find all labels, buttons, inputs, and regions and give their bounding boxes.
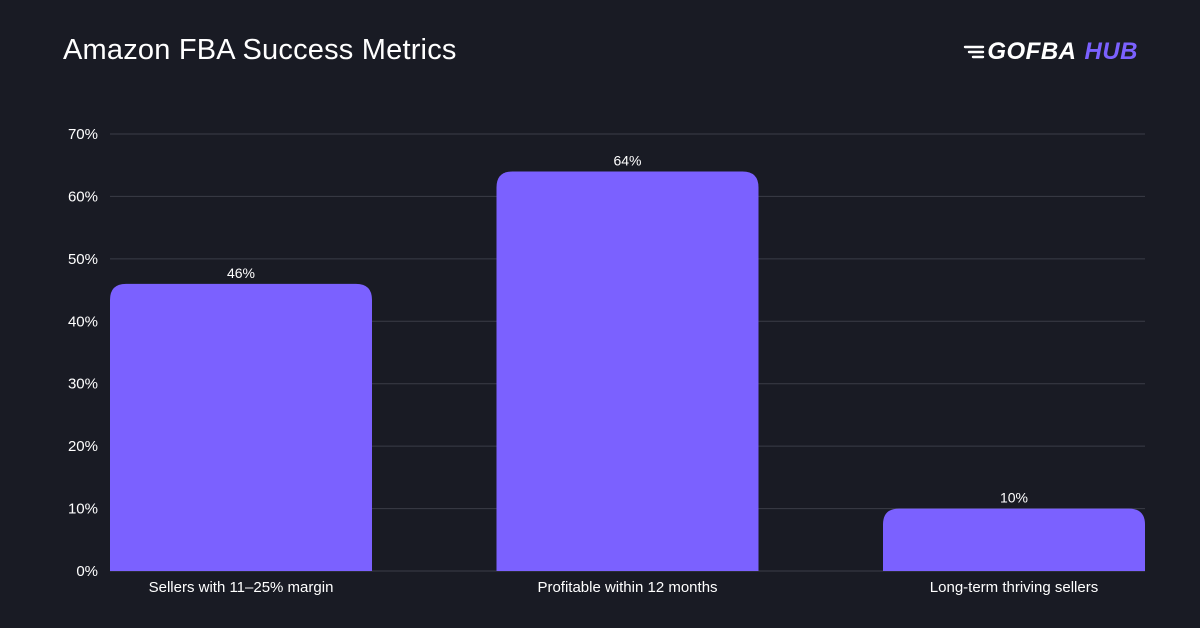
y-tick-label: 30%: [68, 376, 98, 393]
brand-logo: GOFBA HUB: [963, 38, 1138, 66]
bar-value-label: 46%: [227, 265, 255, 281]
y-tick-label: 0%: [76, 563, 98, 580]
data-labels: 46% 64% 10%: [227, 152, 1028, 505]
chart-title: Amazon FBA Success Metrics: [63, 34, 457, 66]
brand-name: GOFBA: [987, 38, 1077, 65]
x-category-label: Sellers with 11–25% margin: [149, 579, 334, 596]
x-category-label: Profitable within 12 months: [537, 579, 717, 596]
brand-suffix: HUB: [1084, 38, 1138, 65]
bars: [110, 171, 1145, 571]
y-tick-label: 20%: [68, 438, 98, 455]
bar: [496, 171, 759, 571]
bar: [883, 508, 1145, 571]
y-tick-label: 60%: [68, 188, 98, 205]
x-axis-categories: Sellers with 11–25% margin Profitable wit…: [149, 579, 1099, 596]
y-tick-label: 10%: [68, 501, 98, 518]
y-tick-label: 40%: [68, 313, 98, 330]
y-tick-label: 70%: [68, 126, 98, 143]
y-axis-ticks: 0% 10% 20% 30% 40% 50% 60% 70%: [68, 126, 98, 580]
bar: [110, 283, 372, 571]
speed-lines-icon: [964, 45, 985, 59]
bar-value-label: 64%: [613, 152, 641, 168]
bar-value-label: 10%: [1000, 490, 1028, 506]
x-category-label: Long-term thriving sellers: [930, 579, 1098, 596]
y-tick-label: 50%: [68, 251, 98, 268]
